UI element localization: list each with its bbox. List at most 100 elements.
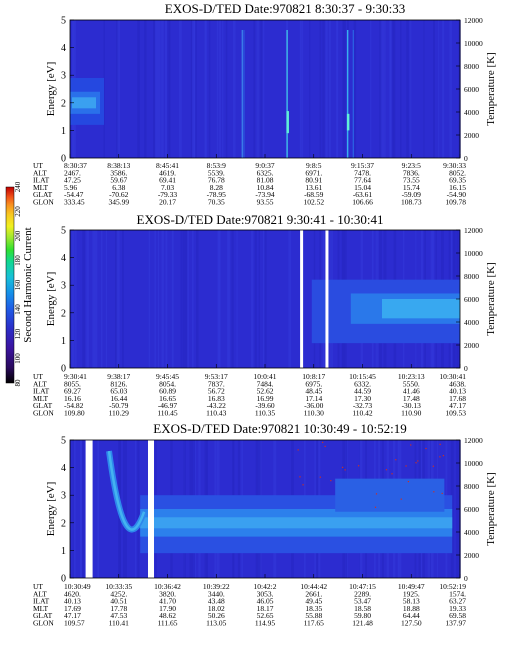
y2-tick-label: 8000 [464,62,479,71]
orbit-cell: 10:0:41 [254,372,277,381]
orbit-cell: -46.97 [158,401,178,410]
chart-title: EXOS-D/TED Date:970821 9:30:41 - 10:30:4… [137,212,384,227]
orbit-cell: 59.80 [354,611,371,620]
orbit-cell: 1574. [449,589,466,598]
spectrogram-stripe [103,20,105,158]
orbit-cell: 117.65 [304,619,325,628]
orbit-cell: 10:23:13 [398,372,425,381]
y2-tick-label: 12000 [464,436,483,445]
spectrogram-speckle [374,506,377,508]
colorbar-tick-label: 80 [14,379,22,387]
spectrogram-speckle [417,460,419,462]
orbit-cell: 47.17 [449,401,466,410]
colorbar-tick-label: 120 [14,328,22,339]
orbit-cell: 50.26 [208,611,225,620]
orbit-cell: 127.50 [401,619,422,628]
orbit-cell: 8:30:37 [64,161,87,170]
orbit-cell: 9:8:5 [306,161,322,170]
orbit-cell: 9:30:41 [64,372,87,381]
orbit-cell: 110.43 [206,409,227,418]
spectrogram-stripe [442,20,445,158]
spectrogram-speckle [405,465,407,467]
orbit-cell: -50.79 [109,401,129,410]
orbit-cell: -54.90 [447,190,467,199]
spectrogram-stripe [300,20,304,158]
orbit-cell: -43.22 [207,401,227,410]
orbit-cell: 69.41 [159,176,176,185]
orbit-row-label: GLON [33,619,54,628]
spectrogram-stripe [134,440,137,578]
spectrogram-speckle [415,462,417,464]
spectrogram-stripe [253,20,256,158]
data-gap [85,440,93,578]
y2-axis-label: Temperature [K] [485,262,497,335]
spectrogram-stripe [157,230,160,368]
orbit-cell: 110.90 [401,409,422,418]
colorbar-tick-label: 200 [14,230,22,241]
orbit-cell: 9:0:37 [255,161,274,170]
y2-tick-label: 10000 [464,249,483,258]
orbit-row-label: ALT [33,379,47,388]
orbit-cell: 17.78 [110,604,127,613]
spectrogram-stripe [225,20,228,158]
orbit-cell: 8054. [159,379,176,388]
orbit-cell: 17.69 [64,604,81,613]
orbit-cell: 109.80 [64,409,85,418]
spectrogram-stripe [208,20,211,158]
orbit-cell: 40.51 [110,597,127,606]
spectrogram-stripe [123,440,126,578]
spectrogram-speckle [319,476,321,478]
orbit-cell: 10:52:19 [439,582,466,591]
y2-tick-label: 12000 [464,226,483,235]
colorbar-label: Second Harmonic Current [22,227,34,342]
orbit-cell: 10:30:41 [439,372,466,381]
orbit-cell: 15.04 [354,183,371,192]
orbit-cell: 8:38:13 [107,161,130,170]
y2-tick-label: 6000 [464,505,479,514]
orbit-cell: 111.65 [157,619,177,628]
orbit-cell: 8:45:41 [156,161,179,170]
orbit-cell: 7.03 [161,183,174,192]
y2-tick-label: 6000 [464,295,479,304]
orbit-cell: 110.30 [304,409,325,418]
orbit-cell: 5539. [208,168,225,177]
spectrogram-band [72,97,96,109]
orbit-cell: 10:15:45 [349,372,376,381]
spectrogram-stripe [262,20,265,158]
colorbar-tick-label: 160 [14,279,22,290]
orbit-cell: 56.72 [208,387,225,396]
y-tick-label: 0 [61,364,66,375]
orbit-cell: 110.29 [109,409,130,418]
spectrogram-stripe [218,230,221,368]
orbit-cell: 41.46 [403,387,420,396]
spectrogram-streak [286,111,289,134]
orbit-cell: 2467. [64,168,81,177]
orbit-cell: 13.61 [305,183,322,192]
orbit-cell: 10.84 [257,183,274,192]
orbit-cell: 43.48 [208,597,225,606]
spectrogram-band [140,517,453,529]
orbit-cell: 16.99 [257,394,274,403]
orbit-cell: 17.68 [449,394,466,403]
spectrogram-stripe [80,440,82,578]
spectrogram-stripe [450,440,454,578]
orbit-cell: 16.65 [159,394,176,403]
spectrogram-stripe [260,20,264,158]
orbit-cell: 5550. [403,379,420,388]
spectrogram-speckle [433,491,435,493]
y2-tick-label: 12000 [464,16,483,25]
orbit-cell: 6332. [354,379,371,388]
orbit-cell: 110.41 [109,619,130,628]
y-tick-label: 2 [61,518,66,529]
y-axis-label: Energy [eV] [45,482,57,536]
colorbar-tick-label: 240 [14,181,22,192]
y2-tick-label: 10000 [464,39,483,48]
orbit-cell: 9:15:37 [351,161,374,170]
orbit-cell: -39.60 [255,401,275,410]
spectrogram-band [382,299,460,319]
orbit-row-label: ILAT [33,176,50,185]
spectrogram-stripe [144,20,147,158]
orbit-cell: 47.25 [64,176,81,185]
spectrogram-streak [346,30,349,158]
